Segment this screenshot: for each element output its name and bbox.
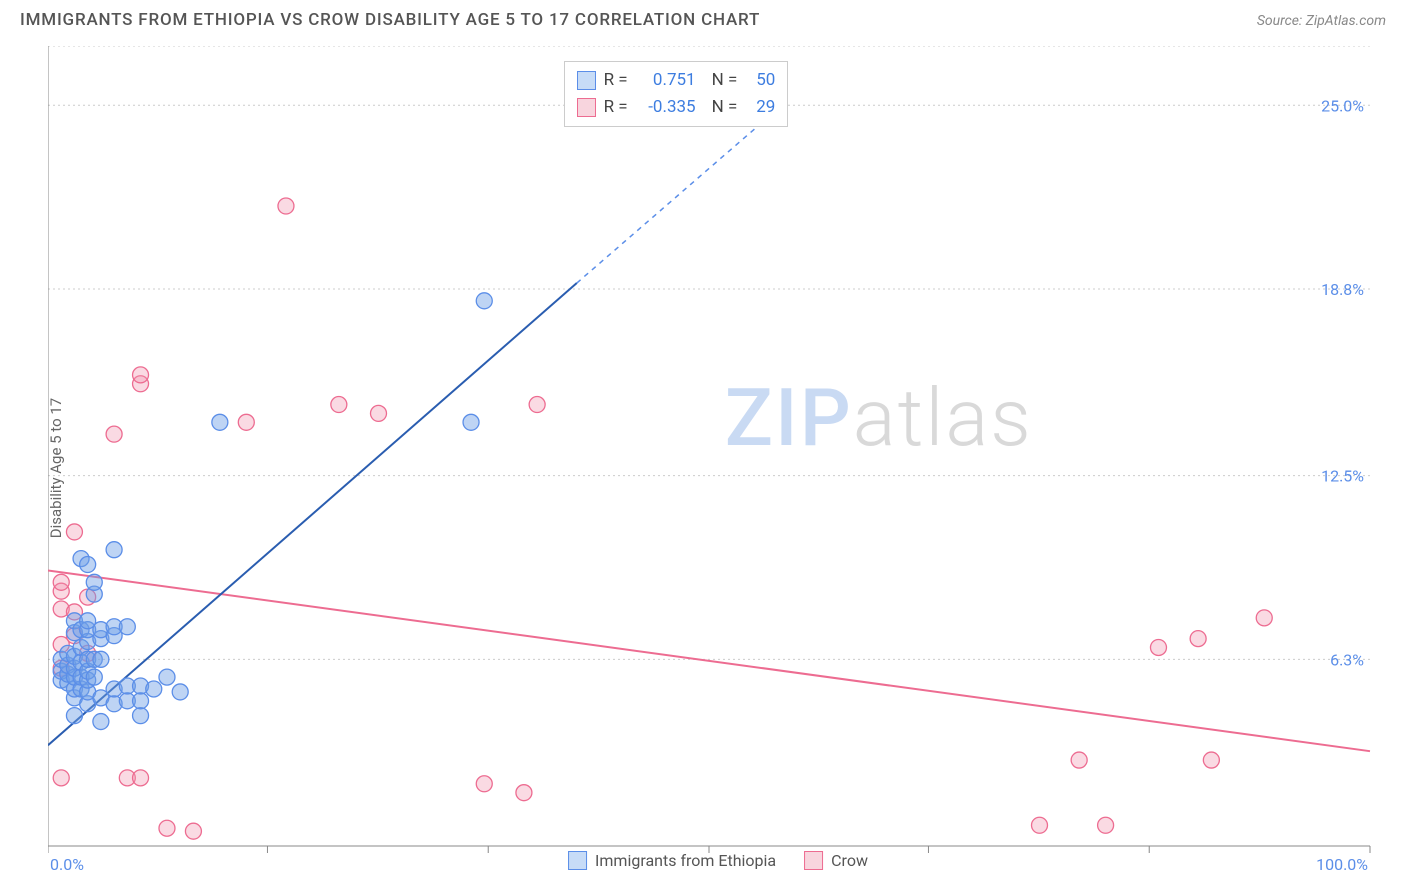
stat-row-blue: R = 0.751 N = 50 [577, 67, 776, 94]
source-attribution: Source: ZipAtlas.com [1257, 13, 1386, 29]
svg-text:100.0%: 100.0% [1316, 855, 1368, 872]
svg-text:18.8%: 18.8% [1321, 280, 1364, 299]
svg-text:6.3%: 6.3% [1330, 650, 1364, 669]
chart-area: Disability Age 5 to 17 0.0%100.0%6.3%12.… [48, 46, 1388, 872]
stat-row-pink: R = -0.335 N = 29 [577, 94, 776, 121]
legend-swatch-blue-icon [577, 71, 596, 90]
correlation-stats-box: R = 0.751 N = 50 R = -0.335 N = 29 [564, 61, 789, 127]
legend-item-blue: Immigrants from Ethiopia [568, 851, 776, 870]
legend-swatch-pink-icon [577, 98, 596, 117]
svg-text:25.0%: 25.0% [1321, 96, 1364, 115]
legend-swatch-pink-icon [804, 851, 823, 870]
scatter-plot: 0.0% 100.0% 6.3% 12.5% 18.8% 25.0% [48, 46, 1388, 872]
svg-text:12.5%: 12.5% [1321, 467, 1364, 486]
legend-swatch-blue-icon [568, 851, 587, 870]
svg-text:0.0%: 0.0% [50, 855, 84, 872]
legend-item-pink: Crow [804, 851, 868, 870]
chart-title: IMMIGRANTS FROM ETHIOPIA VS CROW DISABIL… [20, 10, 760, 30]
x-legend: Immigrants from Ethiopia Crow [568, 851, 868, 870]
